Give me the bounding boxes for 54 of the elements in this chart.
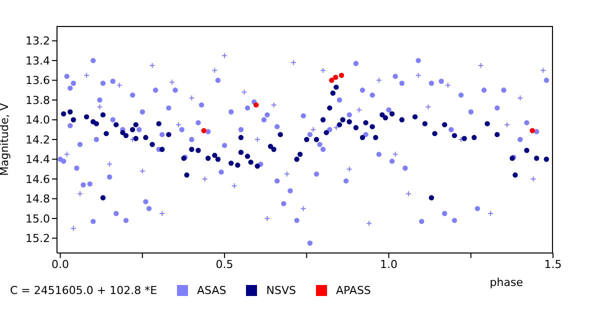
- y-tick-label: 13.6: [26, 74, 50, 88]
- x-tick-label: 1.5: [544, 258, 562, 271]
- point: [254, 136, 260, 142]
- point: [444, 82, 451, 88]
- x-tick-label: 0.0: [52, 258, 70, 271]
- point: [332, 74, 338, 80]
- point: [201, 128, 206, 134]
- point: [253, 102, 259, 108]
- y-tick-label: 14.4: [26, 153, 50, 166]
- point: [366, 220, 372, 226]
- y-tick-label: 15.2: [26, 232, 50, 246]
- point: [96, 104, 103, 110]
- point: [333, 124, 340, 131]
- point: [540, 67, 546, 74]
- point: [329, 78, 334, 83]
- y-tick-label: 13.8: [26, 94, 50, 107]
- legend-label: NSVS: [265, 284, 296, 297]
- legend-label: APASS: [334, 284, 371, 297]
- y-tick-label: 14.6: [26, 172, 50, 186]
- point: [84, 72, 90, 78]
- point: [356, 106, 362, 113]
- point: [64, 151, 70, 158]
- point: [116, 82, 122, 88]
- point: [310, 126, 316, 133]
- point: [530, 128, 535, 134]
- x-tick-label: 1.0: [380, 258, 398, 271]
- point: [415, 72, 422, 78]
- y-tick-label: 14.0: [26, 114, 50, 127]
- y-tick-label: 14.8: [26, 192, 50, 206]
- legend-label: ASAS: [196, 284, 226, 297]
- point: [168, 79, 175, 86]
- point: [70, 225, 76, 232]
- point: [241, 89, 248, 96]
- x-axis-title: phase: [490, 276, 524, 289]
- y-tick-label: 13.2: [26, 34, 50, 48]
- x-tick-label: 0.5: [216, 258, 234, 271]
- y-axis-title: Magnitude, V: [0, 102, 11, 176]
- point: [346, 166, 352, 172]
- point: [425, 104, 432, 110]
- point: [176, 122, 182, 128]
- point: [405, 190, 412, 197]
- point: [139, 168, 146, 174]
- point: [338, 72, 344, 78]
- point: [376, 77, 382, 84]
- y-tick-label: 14.2: [26, 133, 50, 146]
- point: [212, 67, 218, 74]
- point: [231, 182, 238, 189]
- text: C = 2451605.0 + 102.8 *E: [10, 284, 158, 297]
- point: [300, 206, 306, 212]
- point: [106, 161, 113, 168]
- y-tick-label: 15.0: [26, 212, 50, 226]
- point: [392, 151, 398, 158]
- y-tick-label: 13.4: [26, 54, 50, 68]
- point: [320, 67, 326, 74]
